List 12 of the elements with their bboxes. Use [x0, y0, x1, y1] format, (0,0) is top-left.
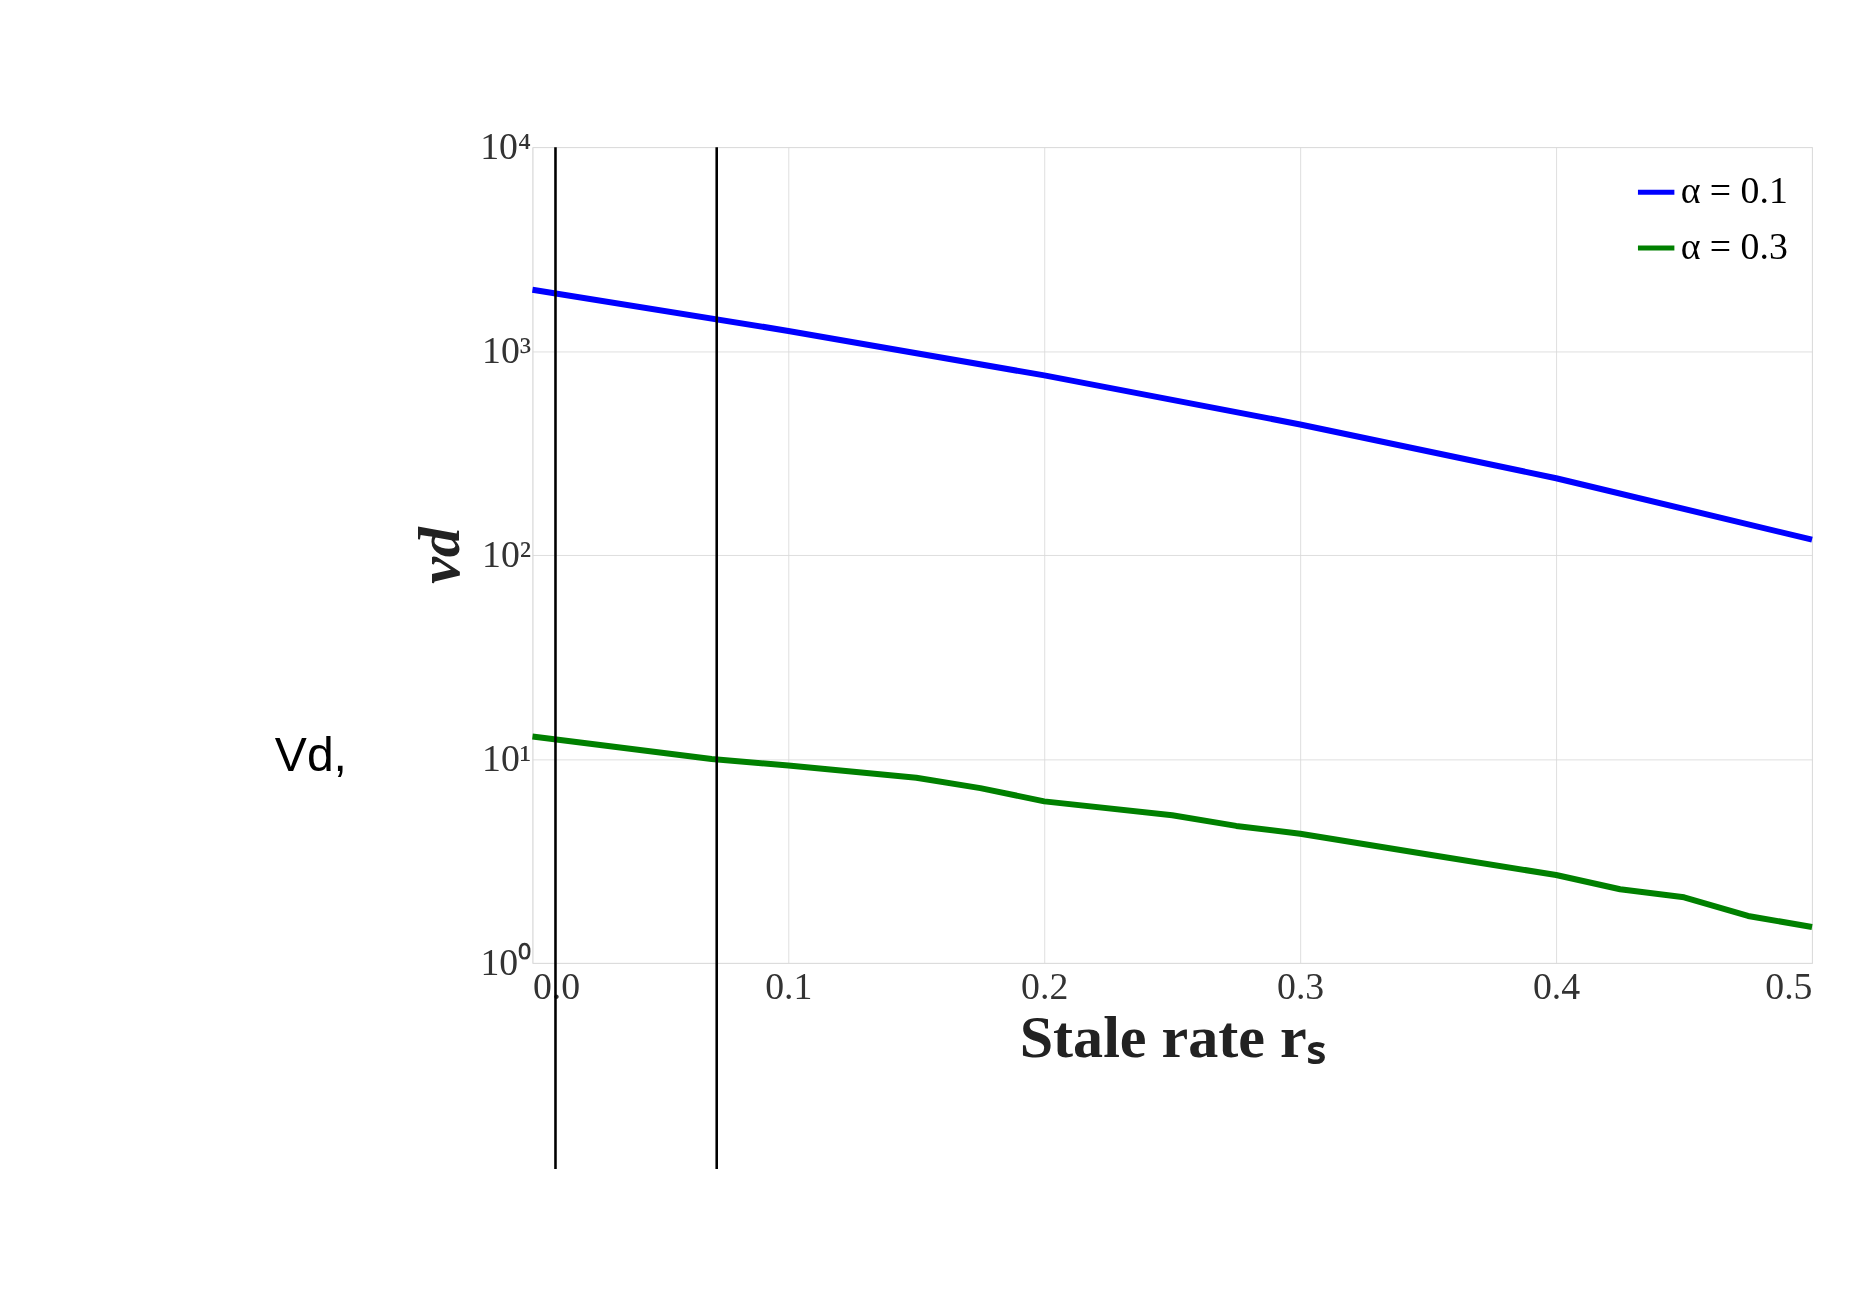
legend-label: α = 0.1 — [1680, 169, 1788, 212]
x-tick-label: 0.5 — [1765, 964, 1813, 1007]
x-tick-label: 0.1 — [765, 964, 813, 1007]
y-axis-title: vd — [404, 526, 472, 584]
y-tick-label: 10² — [482, 532, 532, 575]
legend-label: α = 0.3 — [1680, 225, 1788, 268]
y-tick-label: 10³ — [482, 328, 532, 371]
x-tick-label: 0.4 — [1532, 964, 1581, 1007]
y-tick-label: 10¹ — [482, 736, 532, 779]
y-tick-label: 10⁰ — [480, 940, 532, 983]
y-tick-label: 10⁴ — [480, 124, 532, 167]
text: Vd, — [274, 727, 347, 782]
